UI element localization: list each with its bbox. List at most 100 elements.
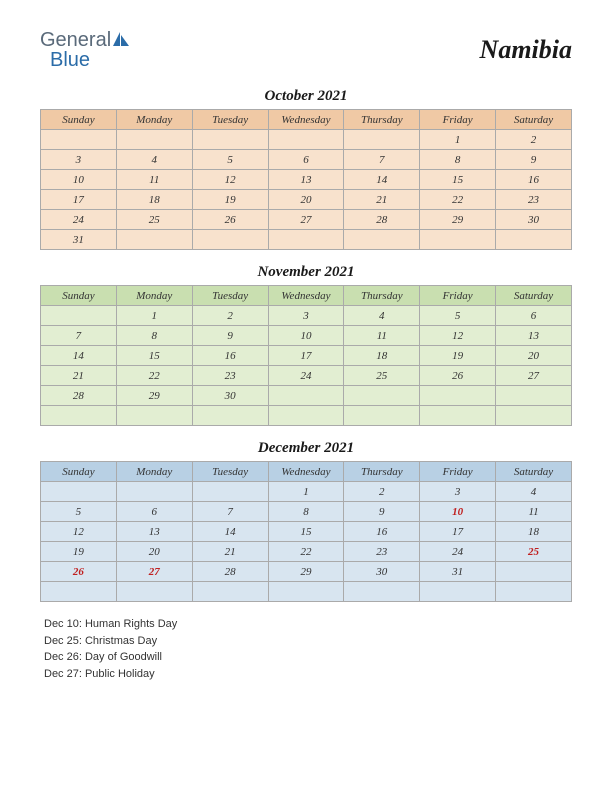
month-title: November 2021 bbox=[40, 264, 572, 281]
day-cell: 9 bbox=[344, 502, 420, 522]
month-block: December 2021SundayMondayTuesdayWednesda… bbox=[40, 440, 572, 602]
table-row bbox=[41, 582, 572, 602]
table-row: 12131415161718 bbox=[41, 522, 572, 542]
logo-blue-text: Blue bbox=[50, 50, 129, 70]
table-row: 1234 bbox=[41, 482, 572, 502]
day-cell: 26 bbox=[420, 366, 496, 386]
day-cell: 10 bbox=[41, 170, 117, 190]
day-cell: 19 bbox=[420, 346, 496, 366]
day-cell: 21 bbox=[41, 366, 117, 386]
day-cell: 15 bbox=[116, 346, 192, 366]
day-header: Thursday bbox=[344, 110, 420, 130]
day-header: Friday bbox=[420, 110, 496, 130]
day-cell: 16 bbox=[496, 170, 572, 190]
day-cell: 12 bbox=[41, 522, 117, 542]
day-cell: 25 bbox=[344, 366, 420, 386]
day-cell: 20 bbox=[496, 346, 572, 366]
day-cell bbox=[268, 406, 344, 426]
day-cell bbox=[496, 386, 572, 406]
calendar-table: SundayMondayTuesdayWednesdayThursdayFrid… bbox=[40, 285, 572, 426]
day-cell: 29 bbox=[268, 562, 344, 582]
day-cell bbox=[116, 130, 192, 150]
holiday-line: Dec 26: Day of Goodwill bbox=[44, 649, 572, 666]
day-cell: 29 bbox=[420, 210, 496, 230]
day-cell bbox=[41, 482, 117, 502]
day-cell: 6 bbox=[116, 502, 192, 522]
day-cell: 5 bbox=[41, 502, 117, 522]
day-cell bbox=[268, 386, 344, 406]
day-cell: 21 bbox=[344, 190, 420, 210]
day-cell: 25 bbox=[496, 542, 572, 562]
day-cell bbox=[116, 406, 192, 426]
day-cell: 20 bbox=[116, 542, 192, 562]
day-cell: 1 bbox=[268, 482, 344, 502]
day-cell: 19 bbox=[192, 190, 268, 210]
day-cell: 30 bbox=[192, 386, 268, 406]
day-cell: 11 bbox=[344, 326, 420, 346]
day-cell: 17 bbox=[41, 190, 117, 210]
day-cell: 13 bbox=[116, 522, 192, 542]
day-cell: 8 bbox=[116, 326, 192, 346]
day-cell: 7 bbox=[344, 150, 420, 170]
day-cell bbox=[344, 386, 420, 406]
day-cell: 24 bbox=[41, 210, 117, 230]
day-cell: 3 bbox=[41, 150, 117, 170]
logo: General Blue bbox=[40, 30, 129, 70]
day-cell: 23 bbox=[192, 366, 268, 386]
day-header: Monday bbox=[116, 462, 192, 482]
day-cell: 27 bbox=[116, 562, 192, 582]
day-cell: 19 bbox=[41, 542, 117, 562]
table-row: 123456 bbox=[41, 306, 572, 326]
day-cell: 6 bbox=[496, 306, 572, 326]
calendar-table: SundayMondayTuesdayWednesdayThursdayFrid… bbox=[40, 109, 572, 250]
day-cell: 5 bbox=[420, 306, 496, 326]
table-row: 17181920212223 bbox=[41, 190, 572, 210]
day-cell: 16 bbox=[344, 522, 420, 542]
day-cell: 23 bbox=[496, 190, 572, 210]
day-header: Sunday bbox=[41, 110, 117, 130]
day-cell: 3 bbox=[268, 306, 344, 326]
day-cell: 13 bbox=[496, 326, 572, 346]
day-cell: 7 bbox=[192, 502, 268, 522]
day-header: Friday bbox=[420, 286, 496, 306]
day-cell: 17 bbox=[268, 346, 344, 366]
day-cell: 17 bbox=[420, 522, 496, 542]
day-cell: 15 bbox=[268, 522, 344, 542]
day-cell bbox=[192, 582, 268, 602]
day-cell: 24 bbox=[268, 366, 344, 386]
day-cell: 14 bbox=[41, 346, 117, 366]
day-cell: 12 bbox=[420, 326, 496, 346]
day-cell: 12 bbox=[192, 170, 268, 190]
day-cell bbox=[496, 582, 572, 602]
day-header: Friday bbox=[420, 462, 496, 482]
day-cell: 26 bbox=[192, 210, 268, 230]
day-header: Thursday bbox=[344, 286, 420, 306]
day-header: Thursday bbox=[344, 462, 420, 482]
day-header: Saturday bbox=[496, 110, 572, 130]
day-header: Monday bbox=[116, 110, 192, 130]
day-cell: 30 bbox=[344, 562, 420, 582]
day-cell: 11 bbox=[496, 502, 572, 522]
day-cell bbox=[192, 482, 268, 502]
holiday-line: Dec 25: Christmas Day bbox=[44, 633, 572, 650]
day-header: Sunday bbox=[41, 462, 117, 482]
day-header: Tuesday bbox=[192, 110, 268, 130]
day-cell: 11 bbox=[116, 170, 192, 190]
calendar-table: SundayMondayTuesdayWednesdayThursdayFrid… bbox=[40, 461, 572, 602]
table-row: 12 bbox=[41, 130, 572, 150]
day-cell: 5 bbox=[192, 150, 268, 170]
logo-sail-icon bbox=[113, 32, 129, 46]
day-cell: 31 bbox=[420, 562, 496, 582]
day-cell: 28 bbox=[41, 386, 117, 406]
month-block: October 2021SundayMondayTuesdayWednesday… bbox=[40, 88, 572, 250]
day-cell: 25 bbox=[116, 210, 192, 230]
day-cell: 22 bbox=[268, 542, 344, 562]
day-cell: 23 bbox=[344, 542, 420, 562]
table-row bbox=[41, 406, 572, 426]
table-row: 31 bbox=[41, 230, 572, 250]
country-title: Namibia bbox=[480, 35, 572, 65]
day-cell: 18 bbox=[344, 346, 420, 366]
day-cell bbox=[420, 386, 496, 406]
day-cell bbox=[192, 130, 268, 150]
day-header: Wednesday bbox=[268, 286, 344, 306]
